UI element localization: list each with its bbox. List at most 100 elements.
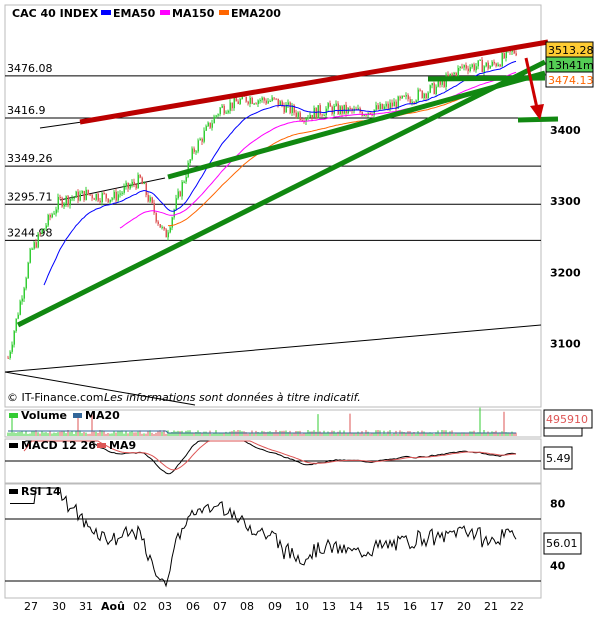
volume-value: 495910	[546, 413, 588, 426]
candle-body	[159, 224, 161, 228]
candle-body	[123, 186, 125, 193]
rsi-value: 56.01	[546, 537, 578, 550]
candle-body	[435, 86, 437, 94]
ema200-line	[168, 78, 517, 227]
candle-body	[25, 278, 27, 289]
candle-body	[33, 242, 35, 249]
candle-body	[467, 68, 469, 72]
candle-body	[13, 331, 15, 345]
candle-body	[69, 199, 71, 206]
ema50-line	[43, 60, 517, 286]
volume-badge-sub	[543, 427, 583, 437]
x-tick-label: 17	[430, 600, 444, 613]
x-tick-label: 15	[376, 600, 390, 613]
candle-body	[43, 228, 45, 230]
candle-body	[419, 89, 421, 91]
candle-body	[59, 196, 61, 198]
x-tick-label: 22	[510, 600, 524, 613]
candle-body	[169, 227, 171, 233]
candle-body	[105, 193, 107, 199]
candle-body	[513, 50, 515, 54]
legend-ema50: EMA50	[113, 7, 156, 20]
candle-body	[31, 248, 33, 250]
candle-body	[237, 101, 239, 104]
x-tick-label: 02	[133, 600, 147, 613]
target-horizontal	[517, 116, 559, 123]
candle-body	[211, 123, 213, 128]
candle-body	[483, 66, 485, 73]
volume-ma20-line	[8, 430, 516, 434]
volume-swatch	[9, 413, 18, 418]
candle-body	[139, 174, 141, 178]
x-tick-label: 03	[158, 600, 172, 613]
candle-body	[337, 103, 339, 114]
rsi-panel-frame	[4, 483, 542, 599]
candle-body	[97, 193, 99, 201]
candle-body	[289, 102, 291, 113]
candle-body	[81, 190, 83, 194]
candle-body	[173, 209, 175, 218]
candle-body	[215, 115, 217, 117]
candle-body	[479, 59, 481, 61]
candle-body	[295, 112, 297, 117]
candle-body	[121, 192, 123, 194]
candle-body	[331, 106, 333, 114]
candle-body	[87, 189, 89, 195]
candle-body	[71, 198, 73, 200]
trendline	[39, 121, 83, 129]
candle-body	[181, 182, 183, 197]
candle-body	[393, 101, 395, 107]
candle-body	[271, 97, 273, 101]
candle-body	[265, 100, 267, 104]
candle-body	[259, 100, 261, 102]
candle-body	[397, 96, 399, 109]
ma9-label: MA9	[109, 439, 136, 452]
resistance-line	[79, 39, 549, 125]
candle-body	[7, 357, 9, 359]
candle-body	[219, 107, 221, 115]
disclaimer: Les informations sont données à titre in…	[104, 391, 361, 404]
candle-body	[225, 112, 227, 114]
candle-body	[109, 199, 111, 203]
candle-body	[47, 214, 49, 226]
candle-body	[371, 114, 373, 116]
candle-body	[89, 194, 91, 196]
candle-body	[63, 203, 65, 207]
candle-body	[29, 249, 31, 263]
candle-body	[263, 97, 265, 101]
candle-body	[171, 217, 173, 228]
x-tick-label: 08	[240, 600, 254, 613]
candle-body	[405, 95, 407, 97]
candle-body	[401, 95, 403, 99]
candle-body	[437, 81, 439, 87]
candle-body	[385, 103, 387, 107]
x-tick-label: 27	[24, 600, 38, 613]
candle-body	[131, 181, 133, 186]
rsi-tick-label: 80	[550, 498, 566, 511]
candle-body	[311, 114, 313, 118]
candle-body	[381, 103, 383, 109]
candle-body	[85, 189, 87, 200]
candle-body	[149, 197, 151, 202]
candle-body	[207, 122, 209, 127]
candle-body	[61, 197, 63, 207]
candle-body	[95, 193, 97, 200]
candle-body	[257, 100, 259, 105]
candle-body	[41, 229, 43, 234]
candle-body	[411, 101, 413, 104]
candle-body	[369, 112, 371, 115]
candle-body	[267, 101, 269, 104]
candle-body	[409, 99, 411, 104]
candle-body	[425, 93, 427, 98]
candle-body	[269, 100, 271, 102]
candle-body	[305, 117, 307, 122]
candle-body	[449, 73, 451, 77]
candle-body	[117, 194, 119, 201]
trendline	[4, 324, 542, 373]
candle-body	[321, 114, 323, 116]
candle-body	[115, 191, 117, 201]
candle-body	[505, 50, 507, 59]
candle-body	[497, 64, 499, 67]
candle-body	[489, 66, 491, 69]
candle-body	[391, 102, 393, 107]
